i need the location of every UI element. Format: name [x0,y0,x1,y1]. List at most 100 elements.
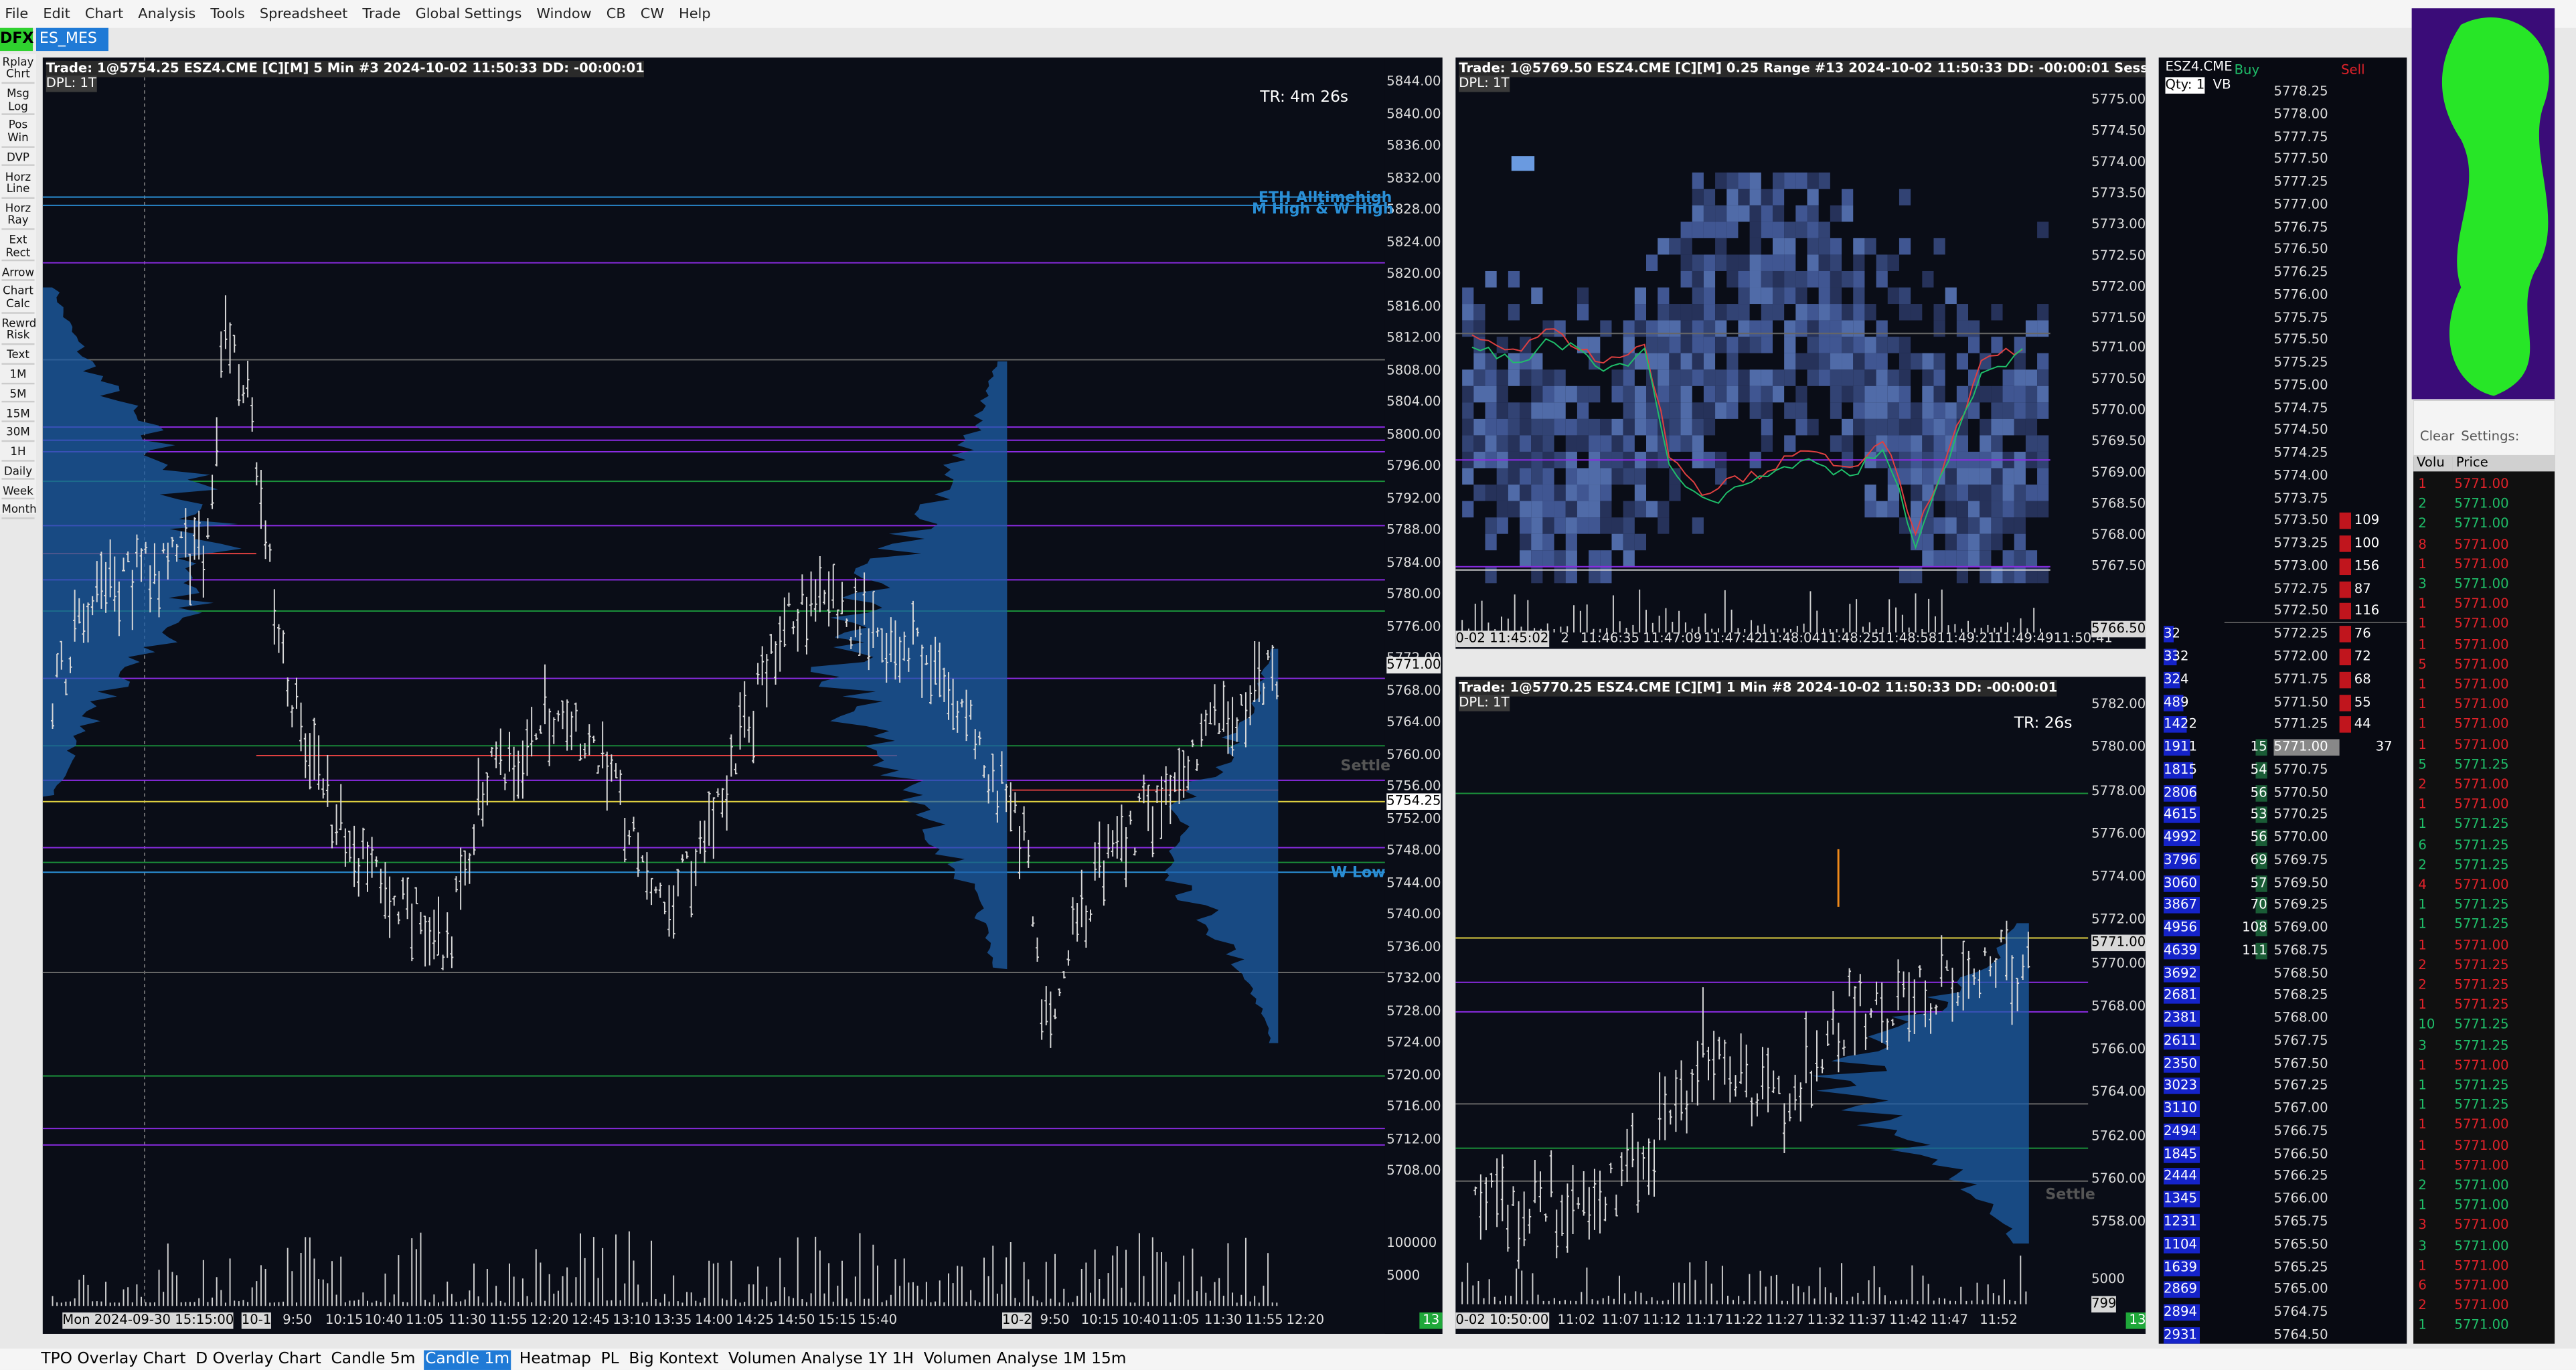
heatmap-cell [1807,222,1819,238]
toolbar-button[interactable]: Daily [1,465,35,481]
toolbar-button[interactable]: 1M [1,369,35,384]
menu-item[interactable]: Window [536,5,592,23]
time-label: 11:55 [489,1312,528,1328]
menu-item[interactable]: Chart [84,5,124,23]
menu-item[interactable]: Tools [210,5,245,23]
toolbar-button[interactable]: Week [1,485,35,500]
heatmap-cell [1738,386,1750,403]
tns-price: 5771.00 [2454,737,2509,752]
dom-price: 5771.00 [2273,739,2340,756]
chart-tab[interactable]: Candle 1m [423,1349,511,1369]
dom-price: 5768.75 [2273,942,2328,958]
heatmap-cell [2002,485,2014,501]
toolbar-button[interactable]: Rewrd Risk [1,317,36,345]
dom-price: 5774.75 [2273,400,2328,416]
toolbar-button[interactable]: 30M [1,426,35,442]
toolbar-button[interactable]: Chart Calc [1,285,35,313]
menu-item[interactable]: Help [679,5,711,23]
heatmap-cell [1577,435,1589,452]
menu-item[interactable]: Trade [362,5,401,23]
heatmap-cell [1853,386,1865,403]
dom-sell-size: 68 [2339,671,2383,688]
heatmap-cell [1980,418,1992,436]
heatmap-cell [1531,566,1543,584]
tns-price: 5771.00 [2454,1318,2509,1333]
chart-tab[interactable]: Heatmap [519,1349,591,1368]
chart-tab[interactable]: D Overlay Chart [195,1349,321,1368]
heatmap-cell [1830,337,1842,353]
chart-tab[interactable]: Volumen Analyse 1M 15m [923,1349,1127,1368]
heatmap-cell [1933,304,1945,321]
heatmap-cell [1956,418,1969,436]
heatmap-cell [1646,320,1658,337]
dom-sell-size: 76 [2339,626,2383,643]
heatmap-cell [1761,222,1773,238]
menu-item[interactable]: CW [640,5,664,23]
menu-item[interactable]: File [5,5,29,23]
chart-tab[interactable]: TPO Overlay Chart [41,1349,186,1368]
heatmap-cell [1911,435,1923,452]
heatmap-cell [1842,386,1854,403]
chart-tab[interactable]: Volumen Analyse 1Y 1H [728,1349,914,1368]
heatmap-cell [1531,435,1543,452]
time-label: 10-2 [1002,1312,1032,1329]
price-label: 5782.00 [2091,696,2146,711]
dom-volume: 2869 [2164,1282,2200,1298]
heatmap-cell [1703,320,1716,337]
toolbar-button[interactable]: Horz Line [1,170,35,199]
menu-item[interactable]: Global Settings [415,5,522,23]
symbol-tab[interactable]: ES_MES [35,27,108,52]
heatmap-cell [1818,353,1830,370]
menu-item[interactable]: Spreadsheet [259,5,348,23]
dom-volume: 1422 [2164,716,2200,734]
menu-item[interactable]: Analysis [138,5,196,23]
menu-item[interactable]: CB [606,5,626,23]
toolbar-button[interactable]: Msg Log [1,87,35,116]
heatmap-cell [1634,320,1647,337]
heatmap-cell [1703,205,1716,222]
toolbar-button[interactable]: 5M [1,388,35,404]
dom-buy-size: 70 [2231,897,2267,914]
heatmap-cell [1899,517,1911,534]
price-label: 5768.00 [2091,998,2146,1013]
heatmap-cell [1945,550,1957,567]
toolbar-button[interactable]: Text [1,349,35,365]
menu-bar: File Edit Chart Analysis Tools Spreadsheet Tra… [0,0,2576,28]
dom-buy-size: 53 [2231,806,2267,824]
dfx-badge[interactable]: DFX [0,27,33,52]
heatmap-cell [2014,418,2026,436]
heatmap-cell [1600,320,1612,337]
heatmap-cell [1864,386,1876,403]
menu-item[interactable]: Edit [43,5,70,23]
toolbar-button[interactable]: 1H [1,446,35,461]
toolbar-button[interactable]: 15M [1,407,35,423]
dom-buy-size: 69 [2231,852,2267,869]
dom-price: 5772.75 [2273,581,2328,596]
heatmap-cell [1634,533,1647,551]
dom-price: 5768.50 [2273,965,2328,980]
toolbar-button[interactable]: DVP [1,151,35,167]
price-label: 5732.00 [1386,970,1441,986]
toolbar-button[interactable]: Horz Ray [1,202,35,230]
toolbar-button[interactable]: Ext Rect [1,234,35,262]
dom-price: 5766.50 [2273,1146,2328,1161]
toolbar-button[interactable]: Month [1,504,37,519]
heatmap-cell [1715,402,1727,419]
dom-price: 5777.50 [2273,151,2328,167]
toolbar-button[interactable]: Rplay Chrt [1,56,35,84]
toolbar-button[interactable]: Arrow [1,266,35,282]
heatmap-cell [2025,550,2038,567]
time-label: 10:15 [1080,1312,1119,1328]
heatmap-cell [1462,418,1474,436]
chart-tab[interactable]: Big Kontext [629,1349,719,1368]
tns-button[interactable]: Settings: [2461,428,2520,444]
heatmap-cell [2037,386,2049,403]
heatmap-cell [1531,550,1543,567]
chart-tab[interactable]: PL [600,1349,619,1368]
chart-tab[interactable]: Candle 5m [331,1349,416,1368]
toolbar-button[interactable]: Pos Win [1,119,35,147]
tns-price: 5771.00 [2454,1057,2509,1073]
tns-button[interactable]: Clear [2419,428,2455,444]
heatmap-cell [1692,222,1704,238]
price-label: 5844.00 [1386,74,1441,89]
